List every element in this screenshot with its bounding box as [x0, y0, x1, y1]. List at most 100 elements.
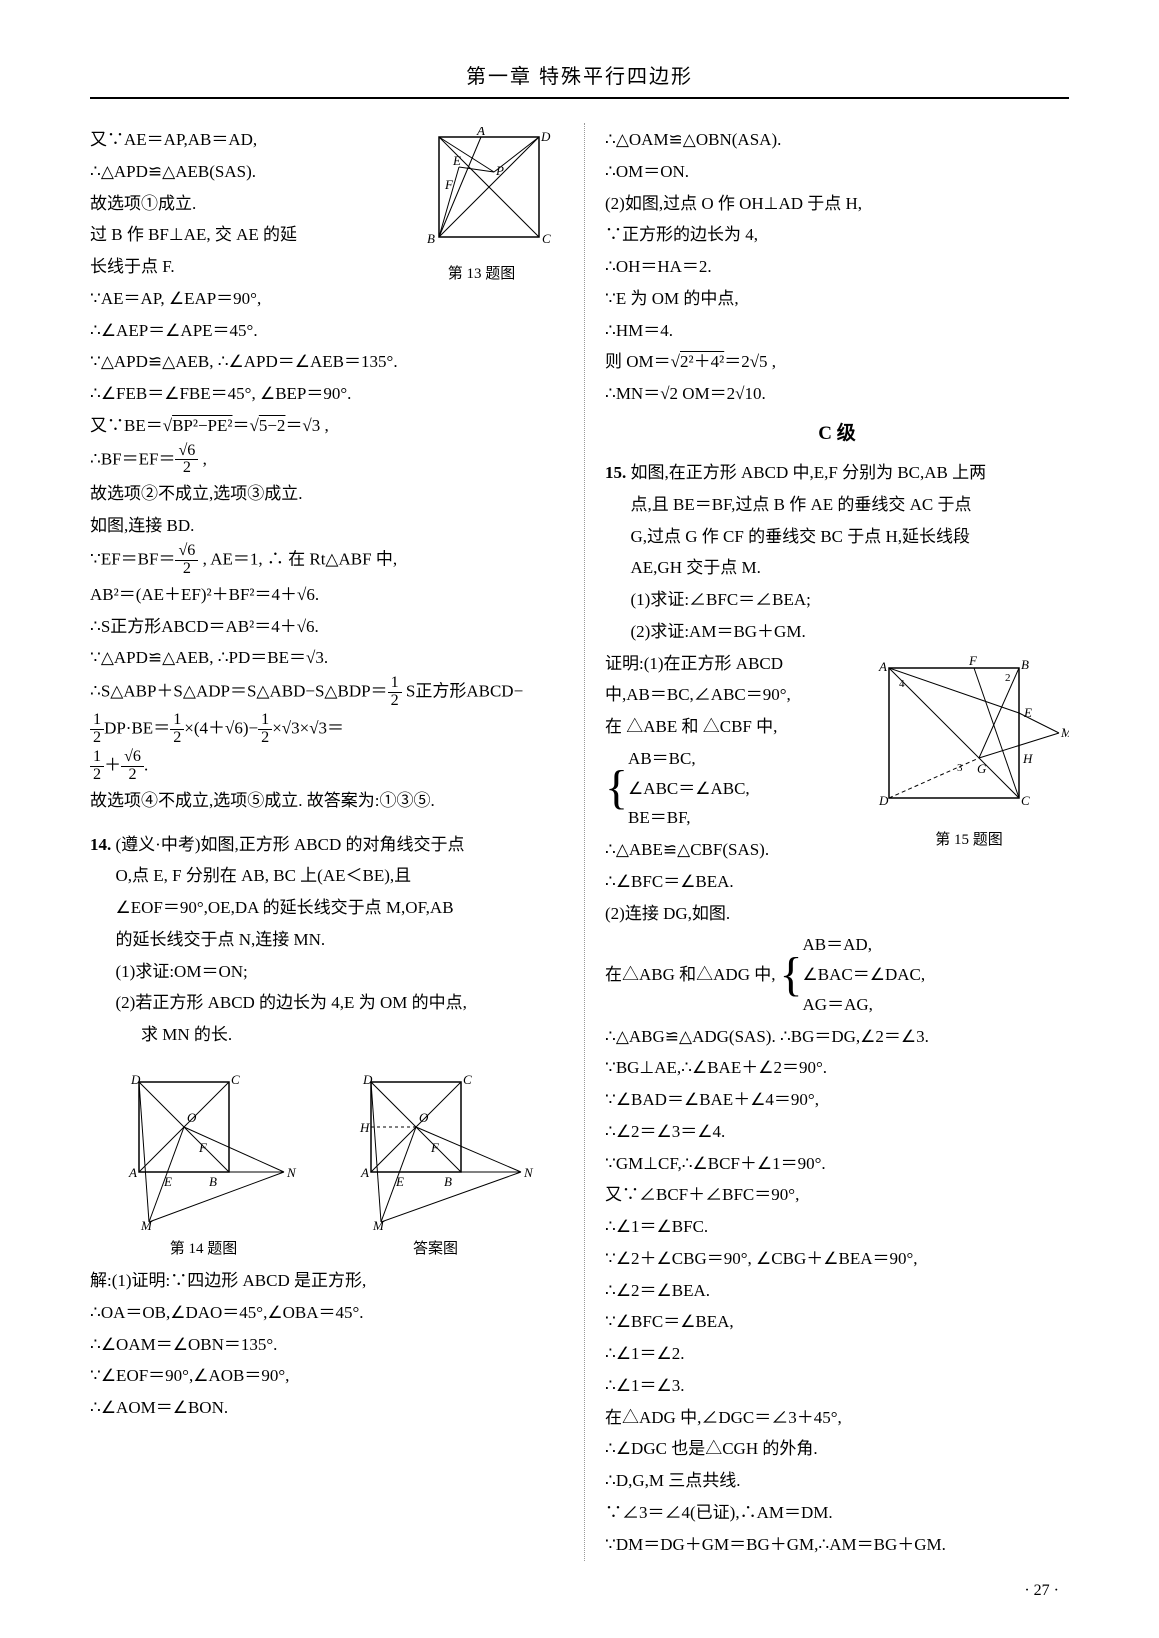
svg-text:D: D: [130, 1072, 141, 1087]
svg-text:E: E: [163, 1174, 172, 1189]
svg-text:G: G: [977, 761, 987, 776]
numerator: √6: [175, 543, 198, 561]
fraction: √62: [175, 443, 198, 478]
brace-case: 在△ABG 和△ADG 中, { AB＝AD, ∠BAC＝∠DAC, AG＝AG…: [605, 930, 1069, 1019]
svg-text:E: E: [1023, 705, 1032, 720]
proof-line: ∴BF＝EF＝√62 ,: [90, 443, 554, 478]
svg-text:C: C: [542, 231, 551, 246]
chapter-header: 第一章 特殊平行四边形: [90, 60, 1069, 99]
question-14: 14. (遵义·中考)如图,正方形 ABCD 的对角线交于点 O,点 E, F …: [90, 830, 554, 1050]
proof-line: 则 OM＝√2²＋4²＝2√5 ,: [605, 347, 1069, 377]
svg-text:3: 3: [957, 762, 963, 774]
figure-15: A B C D F E M H G 2 4 3 第 15 题图: [869, 653, 1069, 853]
proof-line: 在△ADG 中,∠DGC＝∠3＋45°,: [605, 1403, 1069, 1433]
figure-15-caption: 第 15 题图: [869, 827, 1069, 853]
text: 如图,在正方形 ABCD 中,E,F 分别为 BC,AB 上两: [631, 463, 987, 482]
figure-13: A D B C E P F 第 13 题图: [409, 127, 554, 287]
svg-text:4: 4: [899, 678, 905, 690]
text: ,: [198, 449, 207, 468]
fraction: 12: [170, 712, 184, 747]
svg-text:C: C: [1021, 793, 1030, 808]
proof-line: ∵AE＝AP, ∠EAP＝90°,: [90, 284, 554, 314]
proof-line: ∴∠FEB＝∠FBE＝45°, ∠BEP＝90°.: [90, 379, 554, 409]
proof-line: 12＋√62.: [90, 749, 554, 784]
proof-line: 解:(1)证明:∵四边形 ABCD 是正方形,: [90, 1266, 554, 1296]
q14-line: ∠EOF＝90°,OE,DA 的延长线交于点 M,OF,AB: [90, 893, 554, 923]
fraction: √62: [121, 749, 144, 784]
fraction: 12: [90, 749, 104, 784]
proof-line: ∵△APD≌△AEB, ∴PD＝BE＝√3.: [90, 643, 554, 673]
q15-line: 点,且 BE＝BF,过点 B 作 AE 的垂线交 AC 于点: [605, 490, 1069, 520]
proof-line: 如图,连接 BD.: [90, 511, 554, 541]
proof-line: ∵BG⊥AE,∴∠BAE＋∠2＝90°.: [605, 1053, 1069, 1083]
proof-line: ∴∠OAM＝∠OBN＝135°.: [90, 1330, 554, 1360]
proof-line: (2)连接 DG,如图.: [605, 899, 1069, 929]
brace-row: ∠BAC＝∠DAC,: [803, 960, 926, 990]
proof-line: ∴∠2＝∠3＝∠4.: [605, 1117, 1069, 1147]
numerator: √6: [121, 749, 144, 767]
text: ∴BF＝EF＝: [90, 449, 175, 468]
proof-line: ∵∠2＋∠CBG＝90°, ∠CBG＋∠BEA＝90°,: [605, 1244, 1069, 1274]
text: ∴S△ABP＋S△ADP＝S△ABD−S△BDP＝: [90, 681, 388, 700]
text: , AE＝1, ∴ 在 Rt△ABF 中,: [198, 549, 397, 568]
svg-text:F: F: [198, 1140, 208, 1155]
text: 又∵BE＝: [90, 416, 163, 435]
proof-line: ∵正方形的边长为 4,: [605, 220, 1069, 250]
proof-line: ∴∠1＝∠BFC.: [605, 1212, 1069, 1242]
q14-line: 的延长线交于点 N,连接 MN.: [90, 925, 554, 955]
q14-sub: 求 MN 的长.: [90, 1020, 554, 1050]
svg-text:C: C: [463, 1072, 472, 1087]
numerator: 1: [90, 749, 104, 767]
svg-text:D: D: [362, 1072, 373, 1087]
proof-line: ∴∠BFC＝∠BEA.: [605, 867, 1069, 897]
proof-line: AB²＝(AE＋EF)²＋BF²＝4＋√6.: [90, 580, 554, 610]
svg-text:A: A: [128, 1165, 137, 1180]
svg-text:C: C: [231, 1072, 240, 1087]
proof-line: ∵∠BFC＝∠BEA,: [605, 1307, 1069, 1337]
proof-line: ∴OA＝OB,∠DAO＝45°,∠OBA＝45°.: [90, 1298, 554, 1328]
proof-line: ∴∠AEP＝∠APE＝45°.: [90, 316, 554, 346]
numerator: 1: [90, 712, 104, 730]
q14-line: 14. (遵义·中考)如图,正方形 ABCD 的对角线交于点: [90, 830, 554, 860]
svg-text:H: H: [1022, 751, 1033, 766]
figure-13-caption: 第 13 题图: [409, 261, 554, 287]
denominator: 2: [121, 767, 144, 784]
proof-line: ∴△ABG≌△ADG(SAS). ∴BG＝DG,∠2＝∠3.: [605, 1022, 1069, 1052]
svg-text:B: B: [427, 231, 435, 246]
svg-text:O: O: [187, 1110, 197, 1125]
brace-case: { AB＝BC, ∠ABC＝∠ABC, BE＝BF,: [605, 744, 861, 833]
fraction: √62: [175, 543, 198, 578]
proof-line: ∵∠EOF＝90°,∠AOB＝90°,: [90, 1361, 554, 1391]
svg-text:B: B: [444, 1174, 452, 1189]
text: DP·BE＝: [104, 718, 170, 737]
proof-line: ∵E 为 OM 的中点,: [605, 284, 1069, 314]
svg-text:M: M: [1060, 725, 1069, 740]
proof-line: (2)如图,过点 O 作 OH⊥AD 于点 H,: [605, 189, 1069, 219]
proof-line: ∵△APD≌△AEB, ∴∠APD＝∠AEB＝135°.: [90, 347, 554, 377]
figure-14-pair: D C A B O E F M N 第 14 题图: [90, 1062, 554, 1262]
level-c-heading: C 级: [605, 417, 1069, 450]
denominator: 2: [175, 561, 198, 578]
q-num: 15.: [605, 463, 626, 482]
q15-line: G,过点 G 作 CF 的垂线交 BC 于点 H,延长线段: [605, 522, 1069, 552]
brace-row: AB＝AD,: [803, 930, 926, 960]
text: 则 OM＝: [605, 352, 671, 371]
svg-text:F: F: [430, 1140, 440, 1155]
proof-line: ∴∠AOM＝∠BON.: [90, 1393, 554, 1423]
fig14a-caption: 第 14 题图: [109, 1236, 299, 1262]
left-column: A D B C E P F 第 13 题图 又∵AE＝AP,AB＝AD, ∴△A…: [90, 123, 554, 1561]
fraction: 12: [90, 712, 104, 747]
svg-text:D: D: [540, 129, 551, 144]
svg-text:A: A: [878, 659, 887, 674]
denominator: 2: [90, 730, 104, 747]
proof-line: ∴∠2＝∠BEA.: [605, 1276, 1069, 1306]
proof-line: 故选项④不成立,选项⑤成立. 故答案为:①③⑤.: [90, 786, 554, 816]
proof-line: ∵∠BAD＝∠BAE＋∠4＝90°,: [605, 1085, 1069, 1115]
fraction: 12: [258, 712, 272, 747]
text: ∵EF＝BF＝: [90, 549, 175, 568]
svg-text:M: M: [372, 1218, 385, 1232]
sqrt-expr: 2²＋4²: [680, 352, 724, 371]
q15-line: 15. 如图,在正方形 ABCD 中,E,F 分别为 BC,AB 上两: [605, 458, 1069, 488]
svg-text:B: B: [209, 1174, 217, 1189]
proof-line: ∵∠3＝∠4(已证),∴AM＝DM.: [605, 1498, 1069, 1528]
